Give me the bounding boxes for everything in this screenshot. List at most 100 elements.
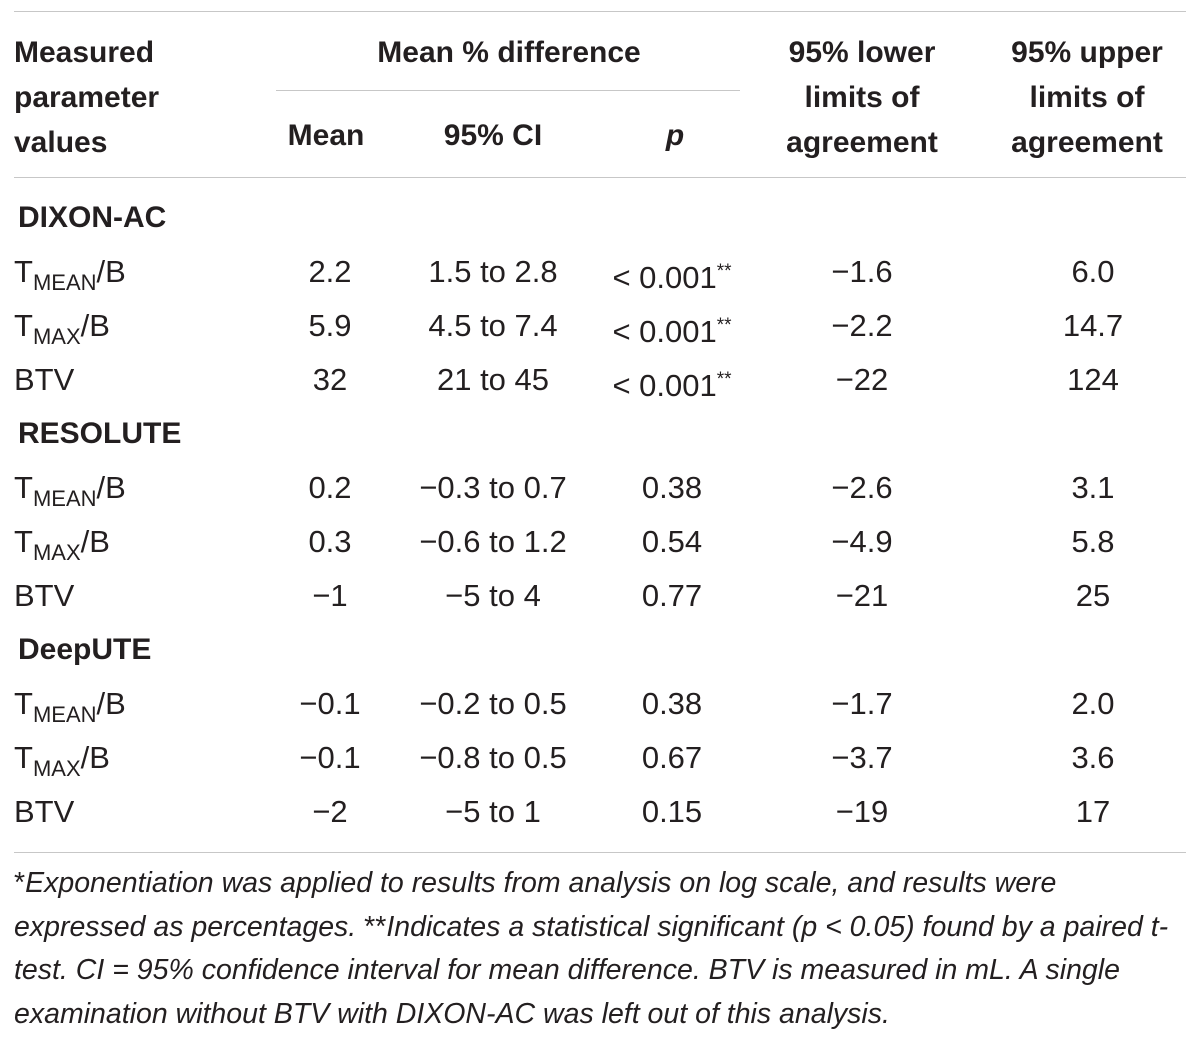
cell-lower-value: −1.7 [831,686,893,721]
cell-lower: −22 [836,360,889,400]
bottom-rule [14,852,1186,853]
cell-lower: −3.7 [831,738,892,778]
cell-upper: 3.6 [1071,738,1114,778]
cell-ci: −5 to 1 [445,792,541,832]
header-upper-line-2: limits of [1029,81,1145,114]
cell-upper: 17 [1076,792,1110,832]
header-mean: Mean [287,119,365,152]
cell-lower-value: −22 [835,362,889,397]
cell-ci: −5 to 4 [445,576,541,616]
cell-parameter: TMEAN/B [14,252,126,303]
parameter-subscript: MEAN [32,270,97,295]
cell-lower: −2.6 [831,468,892,508]
cell-lower: −21 [836,576,889,616]
cell-upper-value: 3.6 [1071,740,1115,775]
parameter-suffix: /B [80,740,110,775]
cell-p: 0.38 [642,684,702,724]
cell-lower-value: −4.9 [831,524,893,559]
cell-lower: −2.2 [831,306,892,346]
cell-parameter: TMEAN/B [14,468,126,519]
cell-ci: 4.5 to 7.4 [428,306,557,346]
parameter-subscript: MEAN [32,486,97,511]
parameter-base: T [14,524,33,559]
cell-parameter: TMEAN/B [14,684,126,735]
parameter-base: T [14,308,33,343]
cell-lower: −19 [836,792,889,832]
cell-upper-value: 3.1 [1071,470,1115,505]
cell-upper-value: 124 [1067,362,1119,397]
cell-mean-value: 0.3 [308,524,352,559]
cell-p: 0.15 [642,792,702,832]
cell-ci-value: −0.2 to 0.5 [419,686,567,721]
cell-mean-value: −0.1 [299,686,361,721]
group-rule [276,90,740,91]
section-title: DeepUTE [18,633,152,666]
cell-upper: 3.1 [1071,468,1114,508]
header-lower-line-2: limits of [804,81,920,114]
cell-parameter: BTV [14,360,74,400]
cell-p: 0.54 [642,522,702,562]
header-group-mean-difference: Mean % difference [377,36,641,69]
cell-ci-value: −0.6 to 1.2 [419,524,567,559]
cell-ci-value: −0.8 to 0.5 [419,740,567,775]
cell-mean-value: −0.1 [299,740,361,775]
parameter-base: T [14,740,33,775]
cell-upper: 6.0 [1071,252,1114,292]
cell-ci-value: 4.5 to 7.4 [428,308,558,343]
cell-mean-value: 2.2 [308,254,352,289]
cell-p-value: 0.38 [641,686,703,721]
cell-p-value: 0.15 [641,794,703,829]
cell-mean-value: 5.9 [308,308,352,343]
cell-mean: 0.3 [308,522,351,562]
cell-parameter: BTV [14,576,74,616]
cell-ci-value: 21 to 45 [436,362,550,397]
significance-marker: ** [716,369,732,390]
cell-upper: 5.8 [1071,522,1114,562]
parameter-base: BTV [14,794,75,829]
cell-ci: 1.5 to 2.8 [428,252,557,292]
cell-lower: −1.7 [831,684,892,724]
cell-upper: 25 [1076,576,1110,616]
cell-upper: 14.7 [1063,306,1123,346]
footnote-text-2: Indicates a statistical significant (p <… [14,910,1169,1030]
cell-mean: 32 [313,360,347,400]
section-title: RESOLUTE [18,417,182,450]
cell-p-value: 0.54 [641,524,703,559]
parameter-subscript: MEAN [32,702,97,727]
header-param-line-2: parameter [14,81,160,114]
parameter-subscript: MAX [32,540,81,565]
cell-lower-value: −2.2 [831,308,893,343]
cell-ci: −0.8 to 0.5 [419,738,566,778]
cell-ci-value: −5 to 4 [445,578,541,613]
cell-lower: −1.6 [831,252,892,292]
cell-upper-value: 17 [1075,794,1111,829]
cell-parameter: TMAX/B [14,306,110,357]
cell-lower-value: −21 [835,578,889,613]
header-lower-line-1: 95% lower [788,36,936,69]
cell-upper-value: 2.0 [1071,686,1115,721]
cell-ci-value: −5 to 1 [445,794,541,829]
table-footnote: *Exponentiation was applied to results f… [14,862,1194,1036]
cell-p-value: 0.77 [641,578,703,613]
cell-mean-value: −1 [312,578,348,613]
parameter-subscript: MAX [32,756,81,781]
cell-mean: −0.1 [299,738,360,778]
footnote-star-1: * [14,867,26,899]
top-rule [14,11,1186,12]
header-param-line-3: values [14,126,108,159]
cell-p-value: < 0.001 [612,314,717,349]
cell-mean: −2 [312,792,347,832]
header-lower-line-3: agreement [786,126,938,159]
cell-upper-value: 14.7 [1062,308,1124,343]
cell-ci: −0.2 to 0.5 [419,684,566,724]
cell-p-value: < 0.001 [612,368,717,403]
parameter-base: T [14,686,33,721]
parameter-suffix: /B [96,254,126,289]
header-param-line-1: Measured [14,36,155,69]
footnote-text-1: Exponentiation was applied to results fr… [14,867,1057,943]
cell-mean: −1 [312,576,347,616]
significance-marker: ** [716,315,732,336]
cell-ci: −0.6 to 1.2 [419,522,566,562]
cell-lower: −4.9 [831,522,892,562]
header-rule [14,177,1186,178]
